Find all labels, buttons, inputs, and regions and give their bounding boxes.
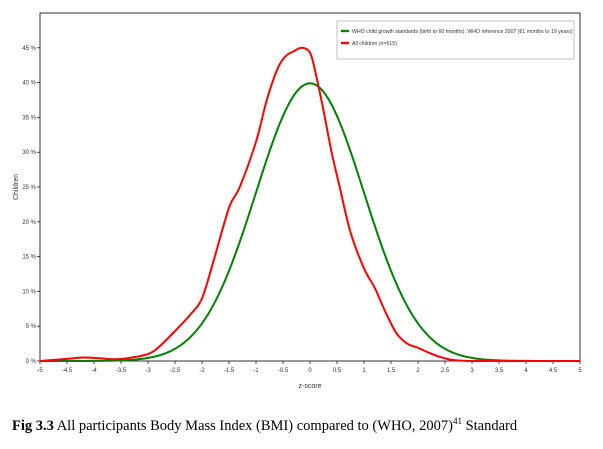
caption-text: All participants Body Mass Index (BMI) c… (53, 417, 453, 434)
all-children-curve (39, 46, 580, 363)
x-tick-label: 3 (470, 368, 474, 374)
x-tick-label: -2 (199, 368, 205, 374)
y-tick-label: 10 % (22, 289, 36, 295)
x-tick-label: 2 (416, 368, 420, 374)
y-tick-label: 25 % (22, 185, 36, 191)
x-tick-label: 2.5 (441, 368, 450, 374)
x-tick-label: -0.5 (278, 368, 289, 374)
who-reference-curve (40, 82, 580, 362)
x-tick-label: -3.5 (116, 368, 127, 374)
x-tick-label: -1 (253, 368, 259, 374)
x-tick-label: -2.5 (170, 368, 181, 374)
x-tick-label: -4.5 (62, 368, 73, 374)
caption-label: Fig 3.3 (12, 417, 54, 434)
y-tick-label: 45 % (22, 46, 36, 52)
bmi-distribution-chart: 0 % 5 % 10 % 15 % 20 % 25 % 30 % 35 % 40 % 45 % -… (13, 12, 582, 390)
y-tick-label: 35 % (22, 115, 36, 121)
legend-box (336, 20, 575, 60)
x-tick-label: -5 (37, 368, 43, 374)
x-tick-label: 5 (578, 368, 582, 374)
x-tick-label: 0.5 (333, 368, 342, 374)
y-tick-label: 40 % (22, 81, 36, 87)
x-tick-label: 1 (362, 368, 366, 374)
y-axis-title: Children (13, 174, 20, 200)
x-tick-label: -4 (91, 368, 97, 374)
caption-text-end: Standard (461, 417, 518, 434)
legend: WHO child growth standards (birth to 60 … (336, 20, 575, 60)
y-tick-label: 0 % (26, 359, 37, 365)
x-tick-label: 3.5 (495, 368, 504, 374)
y-tick-label: 15 % (22, 255, 36, 261)
x-tick-label: -1.5 (224, 368, 235, 374)
x-tick-label: 4 (524, 368, 528, 374)
y-axis-ticks: 0 % 5 % 10 % 15 % 20 % 25 % 30 % 35 % 40 % 45 % (22, 46, 40, 365)
series-layer (39, 46, 580, 363)
x-tick-label: 0 (308, 368, 312, 374)
caption-reference: 41 (452, 416, 462, 426)
legend-label-who: WHO child growth standards (birth to 60 … (352, 29, 573, 35)
y-tick-label: 20 % (22, 220, 36, 226)
x-tick-label: 1.5 (387, 368, 396, 374)
figure-caption: Fig 3.3 All participants Body Mass Index… (12, 416, 597, 435)
x-tick-label: -3 (145, 368, 151, 374)
y-tick-label: 5 % (26, 324, 37, 330)
legend-label-all-children: All children (n=515) (352, 41, 397, 47)
x-tick-label: 4.5 (549, 368, 558, 374)
x-axis-ticks: -5 -4.5 -4 -3.5 -3 -2.5 -2 -1.5 -1 -0.5 0 0.5 1 1.5 2 2… (37, 361, 582, 374)
plot-frame (39, 12, 581, 362)
x-axis-title: z-score (299, 383, 322, 390)
y-tick-label: 30 % (22, 150, 36, 156)
